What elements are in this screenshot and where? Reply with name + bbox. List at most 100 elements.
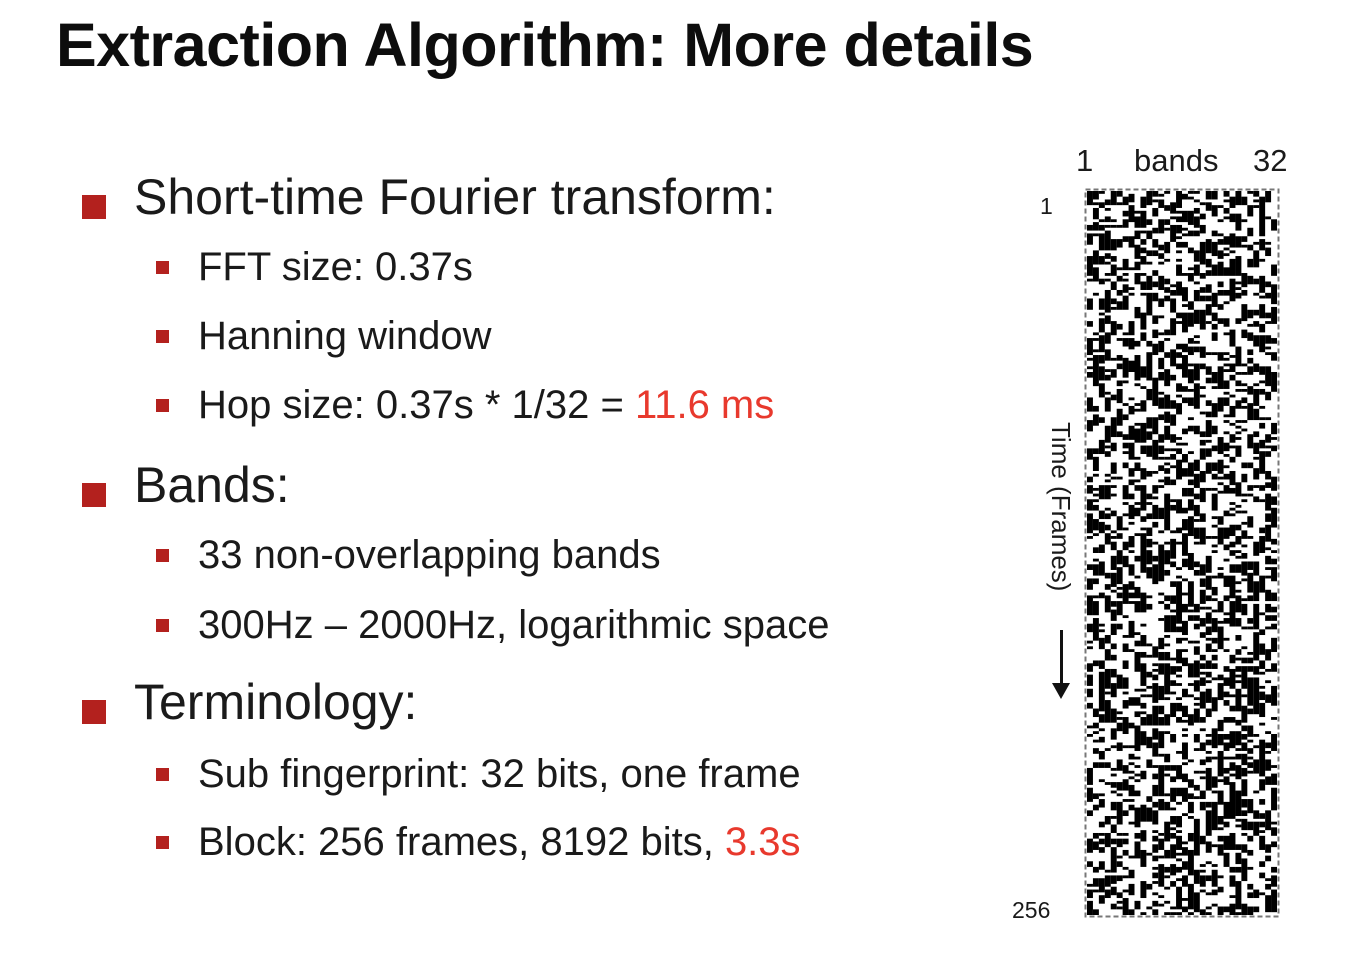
- bit-run: [1259, 685, 1266, 689]
- bit-run: [1092, 487, 1099, 491]
- bit-run: [1098, 219, 1105, 223]
- bit-run: [1241, 530, 1248, 539]
- bit-run: [1193, 363, 1200, 381]
- bit-run: [1164, 541, 1171, 545]
- bit-run: [1134, 340, 1141, 347]
- bit-run: [1182, 442, 1188, 446]
- bit-run: [1158, 434, 1165, 443]
- section-heading: Terminology:: [134, 674, 418, 730]
- bit-run: [1128, 287, 1135, 290]
- bit-run: [1092, 456, 1099, 471]
- bit-run: [1164, 295, 1171, 302]
- bit-run: [1217, 437, 1224, 455]
- bit-run: [1128, 784, 1135, 797]
- bit-run: [1217, 779, 1224, 783]
- bit-run: [1223, 835, 1230, 850]
- bit-run: [1128, 468, 1135, 477]
- bit-run: [1122, 779, 1129, 791]
- bit-run: [1098, 592, 1105, 599]
- bit-run: [1098, 637, 1105, 650]
- bit-run: [1182, 620, 1188, 636]
- bit-run: [1134, 273, 1141, 285]
- bit-run: [1092, 748, 1099, 754]
- bit-run: [1241, 273, 1248, 288]
- bit-run: [1182, 454, 1188, 463]
- bit-run: [1241, 705, 1248, 723]
- bit-run: [1087, 734, 1093, 737]
- bit-run: [1223, 821, 1230, 828]
- bit-run: [1265, 352, 1272, 356]
- bit-run: [1158, 465, 1165, 471]
- bit-run: [1128, 620, 1135, 638]
- bit-run: [1140, 527, 1147, 531]
- bit-run: [1217, 844, 1224, 856]
- bit-run: [1164, 603, 1171, 610]
- bit-run: [1170, 881, 1177, 887]
- bit-run: [1259, 830, 1266, 833]
- bit-run: [1158, 685, 1165, 701]
- bit-run: [1098, 838, 1105, 845]
- bit-run: [1241, 462, 1248, 469]
- bit-run: [1122, 555, 1129, 568]
- bit-run: [1134, 697, 1141, 706]
- bit-run: [1217, 482, 1224, 486]
- bit-run: [1092, 601, 1099, 616]
- bit-run: [1122, 219, 1129, 228]
- bit-run: [1259, 536, 1266, 553]
- bit-run: [1259, 799, 1266, 805]
- bit-run: [1146, 714, 1153, 726]
- bit-run: [1247, 618, 1254, 624]
- bit-run: [1128, 504, 1135, 520]
- bit-run: [1152, 866, 1159, 870]
- bit-run: [1241, 544, 1248, 548]
- bit-run: [1110, 609, 1117, 621]
- bit-run: [1223, 618, 1230, 624]
- bit-run: [1170, 414, 1177, 426]
- sub-bullet-text: Hanning window: [198, 314, 492, 358]
- bit-run: [1092, 292, 1099, 296]
- bit-run: [1235, 510, 1242, 514]
- bit-run: [1259, 739, 1266, 777]
- bit-run: [1158, 414, 1165, 421]
- bit-run: [1211, 386, 1218, 389]
- bit-run: [1122, 765, 1129, 774]
- bit-run: [1128, 493, 1135, 500]
- bit-run: [1205, 487, 1212, 491]
- bit-run: [1205, 626, 1212, 636]
- bit-run: [1223, 575, 1230, 587]
- bit-run: [1116, 875, 1123, 882]
- bit-run: [1253, 541, 1260, 556]
- bit-run: [1253, 191, 1260, 197]
- bit-run: [1140, 849, 1147, 867]
- bit-run: [1098, 832, 1105, 836]
- bit-run: [1187, 273, 1194, 282]
- bit-run: [1193, 519, 1200, 522]
- bit-run: [1182, 906, 1188, 913]
- bit-run: [1134, 555, 1141, 562]
- bit-run: [1211, 191, 1218, 200]
- bit-run: [1241, 397, 1248, 404]
- bit-run: [1158, 717, 1165, 726]
- bit-run: [1193, 335, 1200, 339]
- bit-run: [1247, 892, 1254, 899]
- bit-run: [1187, 267, 1194, 271]
- bit-run: [1199, 309, 1206, 330]
- bit-run: [1098, 821, 1105, 828]
- bit-run: [1110, 838, 1117, 845]
- bit-run: [1229, 601, 1236, 627]
- bit-run: [1122, 451, 1129, 455]
- bit-run: [1134, 773, 1141, 777]
- bit-run: [1211, 445, 1218, 452]
- bit-run: [1235, 400, 1242, 409]
- bit-run: [1164, 731, 1171, 734]
- bit-run: [1265, 281, 1272, 288]
- bit-run: [1265, 855, 1272, 862]
- bit-run: [1187, 196, 1194, 200]
- bit-run: [1211, 516, 1218, 520]
- bit-run: [1152, 496, 1159, 500]
- bit-run: [1110, 782, 1117, 788]
- bit-run: [1134, 485, 1141, 491]
- bit-run: [1146, 852, 1153, 856]
- bit-run: [1104, 889, 1111, 899]
- bit-run: [1098, 660, 1105, 669]
